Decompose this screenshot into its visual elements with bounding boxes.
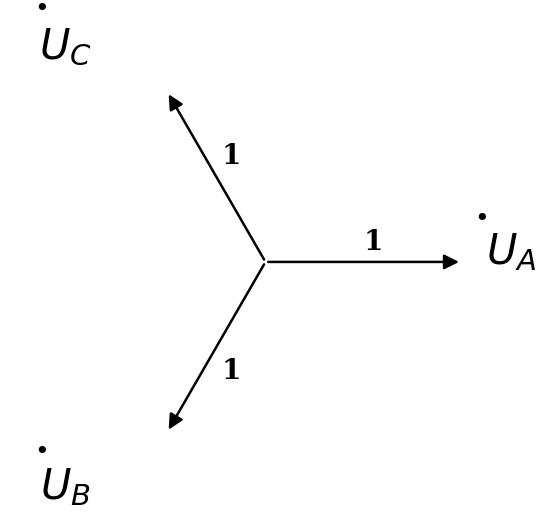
Text: 1: 1 xyxy=(364,229,383,256)
Text: •: • xyxy=(34,0,49,21)
Text: $\it{U}_{C}$: $\it{U}_{C}$ xyxy=(39,25,92,68)
Text: $\it{U}_{A}$: $\it{U}_{A}$ xyxy=(486,231,536,273)
Text: $\it{U}_{B}$: $\it{U}_{B}$ xyxy=(40,466,91,508)
Text: •: • xyxy=(34,439,49,464)
Text: 1: 1 xyxy=(221,143,241,170)
Text: 1: 1 xyxy=(221,358,241,385)
Text: •: • xyxy=(474,207,489,231)
